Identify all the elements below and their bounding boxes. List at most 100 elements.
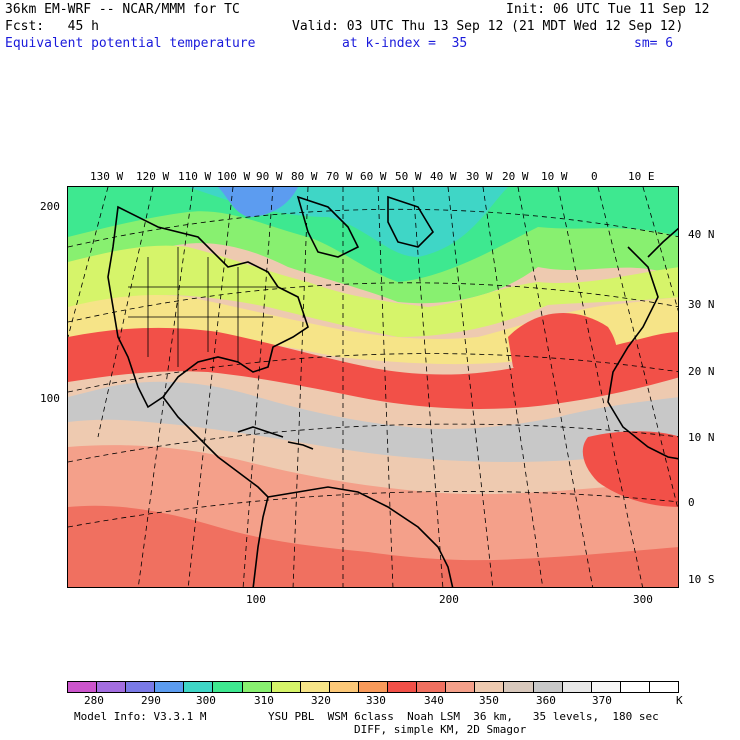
coast-cuba	[237, 426, 284, 438]
graticule	[68, 187, 678, 587]
colorbar-label: 280	[84, 694, 104, 707]
lon-label: 100 W	[217, 170, 251, 183]
colorbar-label: 290	[141, 694, 161, 707]
coast-europe-africa	[607, 246, 678, 460]
lat-label: 20 N	[688, 365, 715, 378]
parallel-10n	[68, 423, 678, 463]
meridian-40w	[447, 187, 494, 587]
colorbar-label: 300	[196, 694, 216, 707]
lat-label: 0	[688, 496, 695, 509]
colorbar-swatch	[68, 682, 98, 692]
physics-info: YSU PBL WSM 6class Noah LSM 36 km, 35 le…	[268, 710, 659, 723]
colorbar-label: 320	[311, 694, 331, 707]
lon-label: 130 W	[90, 170, 124, 183]
lat-label: 10 N	[688, 431, 715, 444]
colorbar-label: 340	[424, 694, 444, 707]
coast-iberia	[647, 227, 678, 258]
coast-central-america	[162, 396, 269, 498]
lon-label: 110 W	[178, 170, 212, 183]
meridian-100w	[187, 187, 234, 587]
colorbar-swatch	[475, 682, 505, 692]
valid-time: Valid: 03 UTC Thu 13 Sep 12 (21 MDT Wed …	[292, 19, 684, 34]
colorbar	[67, 681, 679, 693]
colorbar-swatch	[533, 682, 563, 692]
meridian-10e	[642, 187, 678, 312]
lon-label: 90 W	[256, 170, 283, 183]
model-title: 36km EM-WRF -- NCAR/MMM for TC	[5, 2, 240, 17]
parallel-20n	[68, 353, 678, 393]
grid-x-tick: 200	[439, 593, 459, 606]
meridian-130w	[68, 187, 109, 338]
colorbar-swatch	[358, 682, 389, 692]
colorbar-label: 310	[254, 694, 274, 707]
colorbar-swatch	[271, 682, 301, 692]
meridian-80w	[292, 187, 309, 587]
lon-label: 50 W	[395, 170, 422, 183]
colorbar-swatch	[504, 682, 534, 692]
grid-y-tick: 100	[40, 392, 60, 405]
colorbar-label: 330	[366, 694, 386, 707]
lon-label: 10 W	[541, 170, 568, 183]
colorbar-swatch	[417, 682, 447, 692]
state-lines	[128, 247, 278, 367]
meridian-0	[597, 187, 678, 511]
level-index: at k-index = 35	[342, 36, 468, 51]
meridian-90w	[242, 187, 274, 587]
grid-x-tick: 300	[633, 593, 653, 606]
parallel-40n	[68, 208, 678, 248]
lon-label: 120 W	[136, 170, 170, 183]
lon-label: 40 W	[430, 170, 457, 183]
colorbar-label: 350	[479, 694, 499, 707]
colorbar-swatch	[242, 682, 272, 692]
lat-label: 30 N	[688, 298, 715, 311]
colorbar-swatch	[620, 682, 650, 692]
lat-label: 10 S	[688, 573, 715, 586]
theta-e-map	[67, 186, 679, 588]
field-name: Equivalent potential temperature	[5, 36, 256, 51]
field-band-blue	[218, 187, 298, 217]
colorbar-swatch	[213, 682, 243, 692]
colorbar-swatch	[184, 682, 214, 692]
lon-label: 0	[591, 170, 598, 183]
field-band-gray	[68, 381, 678, 462]
map-svg	[68, 187, 678, 587]
colorbar-swatch	[155, 682, 185, 692]
coast-south-america	[267, 486, 454, 587]
field-band-yellowgreen	[68, 245, 678, 337]
lon-label: 30 W	[466, 170, 493, 183]
parallel-30n	[68, 282, 678, 323]
meridian-110w	[137, 187, 194, 587]
colorbar-swatch	[126, 682, 156, 692]
field-hot-spot	[508, 313, 618, 393]
colorbar-swatch	[388, 682, 418, 692]
coast-sa-west	[252, 496, 269, 587]
parallel-0	[68, 491, 678, 528]
colorbar-swatch	[446, 682, 476, 692]
colorbar-swatch	[591, 682, 621, 692]
field-band-red	[68, 327, 678, 409]
colorbar-swatch	[562, 682, 592, 692]
diffusion-info: DIFF, simple KM, 2D Smagor	[354, 723, 527, 736]
field-band-warm	[68, 505, 678, 587]
forecast-hour: Fcst: 45 h	[5, 19, 99, 34]
lon-label: 20 W	[502, 170, 529, 183]
colorbar-swatch	[329, 682, 359, 692]
colorbar-label: 360	[536, 694, 556, 707]
colorbar-swatch	[97, 682, 127, 692]
lon-label: 60 W	[360, 170, 387, 183]
meridian-10w	[557, 187, 643, 587]
meridian-50w	[412, 187, 444, 587]
colorbar-swatch	[300, 682, 330, 692]
meridian-30w	[482, 187, 544, 587]
grid-x-tick: 100	[246, 593, 266, 606]
lat-label: 40 N	[688, 228, 715, 241]
smoothing: sm= 6	[634, 36, 674, 51]
lon-label: 10 E	[628, 170, 655, 183]
model-info: Model Info: V3.3.1 M	[74, 710, 207, 723]
colorbar-unit: K	[676, 694, 683, 707]
lon-label: 70 W	[326, 170, 353, 183]
colorbar-label: 370	[592, 694, 612, 707]
coast-hispaniola	[287, 441, 314, 450]
coast-greenland	[387, 195, 435, 248]
init-time: Init: 06 UTC Tue 11 Sep 12	[506, 2, 710, 17]
